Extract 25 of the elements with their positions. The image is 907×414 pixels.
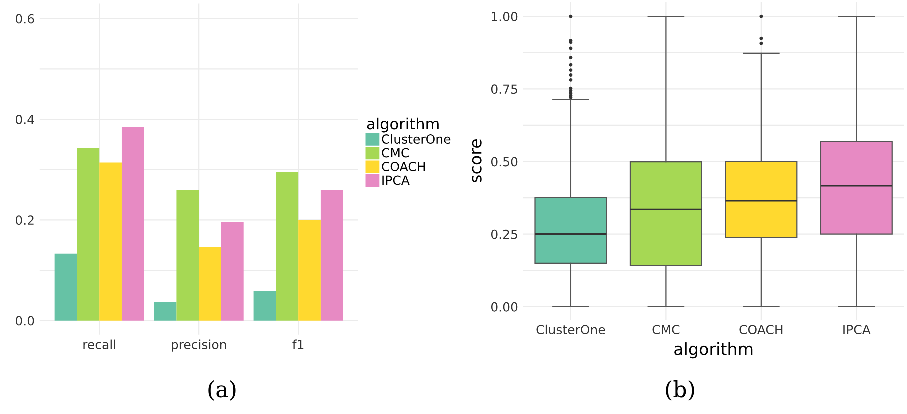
legend-title: algorithm [367,118,439,133]
y-axis-title: score [472,140,482,183]
legend-label: COACH [382,162,426,172]
y-tick-label: 0.50 [491,157,518,167]
legend-label: CMC [382,148,410,158]
x-tick-label: COACH [740,325,783,335]
y-tick-label: 0.6 [16,14,34,24]
text: (b) [666,380,694,401]
x-tick-label: recall [84,340,116,350]
y-tick-label: 1.00 [492,12,518,22]
x-tick-label: f1 [292,340,304,350]
text: (a) [208,380,236,401]
x-tick-label: IPCA [844,325,871,335]
x-axis-title: algorithm [674,342,753,359]
x-tick-label: CMC [652,325,680,335]
y-tick-label: 0.2 [16,216,34,226]
y-tick-label: 0.25 [491,230,518,240]
y-tick-label: 0.00 [491,302,518,312]
x-tick-label: ClusterOne [536,324,606,335]
text: 0.0 [16,316,34,326]
y-tick-label: 0.75 [491,84,518,94]
legend-label: ClusterOne [382,134,451,144]
legend-label: IPCA [382,176,410,186]
x-tick-label: precision [172,340,226,352]
y-tick-label: 0.4 [16,114,34,124]
